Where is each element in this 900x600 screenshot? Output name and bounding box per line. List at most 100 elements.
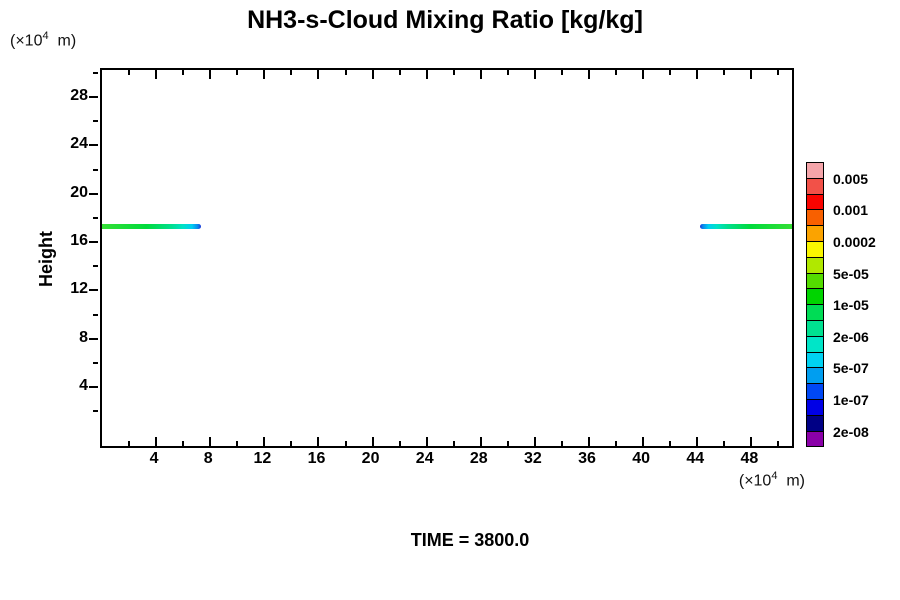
x-minor-tick: [398, 441, 401, 446]
y-major-tick: [89, 337, 98, 340]
x-tick-label: 20: [361, 450, 380, 467]
x-major-tick: [750, 70, 753, 79]
y-major-tick: [89, 192, 98, 195]
x-major-tick: [696, 70, 699, 79]
y-axis-unit-label: (×104 m): [10, 30, 76, 50]
x-minor-tick: [615, 441, 618, 446]
x-minor-tick: [398, 70, 401, 75]
x-major-tick: [371, 437, 374, 446]
x-minor-tick: [506, 441, 509, 446]
colorbar-label: 0.0002: [833, 234, 876, 250]
y-minor-tick: [93, 216, 98, 219]
x-major-tick: [642, 70, 645, 79]
y-tick-label: 24: [70, 135, 88, 153]
x-major-tick: [533, 437, 536, 446]
colorbar-cell: [806, 209, 824, 227]
time-label: TIME = 3800.0: [410, 530, 530, 550]
y-tick-label: 8: [79, 328, 88, 346]
x-tick-label: 12: [253, 450, 272, 467]
x-minor-tick: [777, 441, 780, 446]
x-minor-tick: [669, 441, 672, 446]
colorbar-cell: [806, 414, 824, 432]
y-minor-tick: [93, 410, 98, 413]
colorbar-cell: [806, 225, 824, 242]
x-major-tick: [155, 437, 158, 446]
x-minor-tick: [452, 70, 455, 75]
colorbar-label: 2e-06: [833, 328, 869, 345]
chart-title: NH3-s-Cloud Mixing Ratio [kg/kg]: [247, 6, 643, 34]
x-major-tick: [588, 70, 591, 79]
x-minor-tick: [182, 441, 185, 446]
y-minor-tick: [93, 265, 98, 268]
colorbar-cell: [806, 335, 824, 353]
x-tick-label: 8: [203, 450, 213, 467]
unit-text: m): [777, 472, 805, 490]
x-minor-tick: [452, 441, 455, 446]
y-major-tick: [89, 386, 98, 389]
y-axis-title: Height: [36, 231, 56, 287]
x-major-tick: [479, 70, 482, 79]
colorbar-cell: [806, 240, 824, 258]
x-major-tick: [317, 437, 320, 446]
x-minor-tick: [344, 441, 347, 446]
unit-text: (×10: [738, 472, 772, 490]
unit-text: m): [48, 32, 77, 50]
x-minor-tick: [236, 70, 239, 75]
x-tick-label: 16: [307, 450, 326, 467]
y-tick-label: 4: [79, 377, 88, 395]
x-minor-tick: [669, 70, 672, 75]
y-major-tick: [89, 96, 98, 99]
colorbar-label: 0.001: [833, 202, 869, 219]
x-major-tick: [209, 437, 212, 446]
colorbar-cell: [806, 272, 824, 290]
colorbar-cell: [806, 193, 824, 211]
y-major-tick: [89, 241, 98, 244]
x-minor-tick: [344, 70, 347, 75]
colorbar-cell: [806, 288, 824, 306]
right-cloud-band: [700, 224, 792, 230]
plot-area: [100, 68, 794, 448]
x-minor-tick: [290, 441, 293, 446]
x-minor-tick: [128, 70, 131, 75]
x-tick-label: 4: [149, 450, 159, 467]
x-major-tick: [750, 437, 753, 446]
colorbar-cell: [806, 351, 824, 369]
x-major-tick: [533, 70, 536, 79]
x-minor-tick: [723, 70, 726, 75]
colorbar-label: 0.005: [833, 170, 869, 187]
x-major-tick: [371, 70, 374, 79]
colorbar-cell: [806, 319, 824, 337]
x-tick-label: 40: [632, 450, 651, 467]
y-tick-label: 12: [70, 280, 88, 298]
x-tick-label: 28: [469, 450, 488, 467]
x-major-tick: [425, 70, 428, 79]
x-major-tick: [317, 70, 320, 79]
x-minor-tick: [561, 70, 563, 75]
x-major-tick: [588, 437, 591, 446]
colorbar-cell: [806, 256, 824, 274]
x-major-tick: [425, 437, 428, 446]
y-minor-tick: [93, 313, 98, 316]
y-minor-tick: [93, 120, 98, 123]
x-major-tick: [696, 437, 699, 446]
colorbar-label: 5e-05: [833, 265, 869, 282]
x-tick-label: 36: [578, 450, 596, 467]
colorbar-cell: [806, 304, 824, 321]
colorbar-label: 1e-07: [833, 392, 869, 408]
left-cloud-band: [102, 224, 201, 230]
unit-text: (×10: [10, 32, 43, 50]
colorbar-cell: [806, 383, 824, 400]
colorbar-cell: [806, 430, 824, 448]
colorbar: [806, 162, 826, 448]
x-major-tick: [263, 437, 266, 446]
x-minor-tick: [777, 70, 780, 75]
x-tick-label: 32: [524, 450, 542, 467]
colorbar-cell: [806, 162, 824, 179]
x-minor-tick: [561, 441, 563, 446]
x-minor-tick: [236, 441, 239, 446]
x-minor-tick: [506, 70, 509, 75]
colorbar-label: 5e-07: [833, 360, 869, 377]
x-major-tick: [642, 437, 645, 446]
colorbar-label: 2e-08: [833, 423, 869, 440]
x-tick-label: 48: [740, 450, 759, 467]
